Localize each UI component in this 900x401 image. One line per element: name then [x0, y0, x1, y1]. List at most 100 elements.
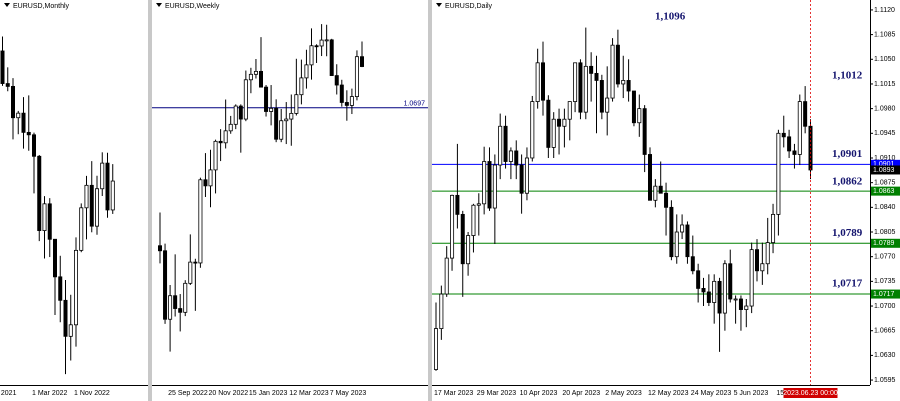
x-tick-label: 1 Mar 2022: [32, 390, 68, 397]
candle-body: [294, 94, 299, 114]
price-label: 1.0789: [873, 240, 895, 247]
candle-body: [299, 77, 304, 96]
x-tick-label: Jul 2021: [0, 390, 17, 397]
candle-body: [284, 118, 289, 122]
candle-body: [621, 80, 626, 85]
candle-body: [776, 132, 781, 215]
chart-title: EURUSD,Weekly: [165, 3, 220, 10]
menu-icon[interactable]: [156, 3, 162, 7]
x-tick-label: 7 May 2023: [330, 390, 367, 397]
overlay: EURUSD,Monthly Jul 2021 1 Mar 2022 1 Nov 20…: [0, 3, 900, 398]
candle-body: [84, 184, 89, 209]
candle-body: [269, 107, 274, 112]
candle-body: [79, 207, 84, 251]
candle-body: [685, 224, 690, 258]
candle-body: [578, 62, 583, 113]
candle-body: [765, 242, 770, 265]
candle-body: [498, 125, 503, 166]
candle-body: [787, 136, 792, 152]
candle-body: [279, 120, 284, 140]
price-label: 1.0717: [873, 291, 895, 298]
x-tick-label: 10 Apr 2023: [520, 390, 558, 397]
menu-icon[interactable]: [436, 3, 442, 7]
candle-body: [648, 154, 653, 201]
candle-body: [722, 263, 727, 314]
candle-body: [314, 45, 319, 48]
candle-body: [243, 79, 248, 120]
candle-body: [319, 39, 324, 47]
candle-body: [89, 184, 94, 227]
candle-body: [213, 140, 218, 171]
x-tick-label: 15 Jan 2023: [249, 390, 288, 397]
candle-body: [653, 185, 658, 201]
candle-body: [701, 288, 706, 293]
panel-monthly: [0, 36, 115, 375]
level-annotation: 1,0901: [832, 148, 862, 160]
separator: [148, 0, 152, 401]
candle-body: [433, 328, 438, 370]
candle-body: [524, 157, 529, 194]
candle-body: [10, 86, 15, 119]
level-annotation: 1,0789: [832, 227, 863, 239]
candle-body: [349, 96, 354, 106]
candle-body: [444, 257, 449, 295]
candle-body: [354, 56, 359, 97]
candle-body: [626, 80, 631, 92]
y-tick-label: 1.1120: [874, 7, 895, 14]
x-tick-label: 5 Jun 2023: [734, 390, 769, 397]
x-tick-label: 25 Sep 2022: [168, 390, 208, 397]
y-tick-label: 1.0630: [874, 352, 896, 359]
candle-body: [168, 295, 173, 320]
level-annotation: 1,1096: [655, 10, 686, 22]
menu-icon[interactable]: [4, 3, 10, 7]
candle-body: [466, 235, 471, 265]
y-tick-label: 1.0700: [874, 303, 896, 310]
separator: [428, 0, 432, 401]
candle-body: [669, 206, 674, 258]
candle-body: [203, 179, 208, 187]
candle-body: [706, 291, 711, 303]
y-tick-label: 1.0910: [874, 155, 896, 162]
price-label: 1.0863: [873, 188, 895, 195]
candle-body: [803, 101, 808, 127]
y-tick-label: 1.0840: [874, 204, 896, 211]
y-tick-label: 1.0770: [874, 254, 896, 261]
candle-body: [334, 75, 339, 86]
candle-body: [178, 308, 183, 313]
y-tick-label: 1.0665: [874, 328, 896, 335]
y-tick-label: 1.1050: [874, 56, 896, 63]
candle-body: [53, 238, 58, 278]
x-tick-label: 12 May 2023: [648, 390, 689, 397]
candle-body: [450, 194, 455, 259]
candle-body: [218, 140, 223, 144]
candle-body: [439, 293, 444, 329]
price-label: 1.0893: [873, 167, 895, 174]
candle-body: [599, 80, 604, 113]
candle-body: [508, 150, 513, 162]
candle-body: [198, 179, 203, 264]
candle-body: [455, 194, 460, 215]
candle-body: [5, 83, 10, 87]
candle-body: [680, 224, 685, 233]
candle-body: [541, 62, 546, 101]
candle-body: [68, 324, 73, 337]
price-label: 1.0901: [873, 161, 895, 168]
candle-body: [482, 161, 487, 205]
candle-body: [519, 164, 524, 194]
candle-body: [637, 108, 642, 124]
level-annotation: 1,0717: [832, 278, 863, 290]
candle-body: [110, 180, 115, 211]
candle-body: [589, 65, 594, 74]
candle-body: [47, 203, 52, 240]
candle-body: [16, 112, 21, 119]
y-tick-label: 1.0980: [874, 105, 896, 112]
candle-body: [631, 90, 636, 124]
candle-body: [755, 249, 760, 272]
candle-body: [100, 162, 105, 190]
candle-body: [233, 105, 238, 125]
candle-body: [738, 298, 743, 310]
y-tick-label: 1.0735: [874, 278, 896, 285]
candle-body: [359, 56, 364, 67]
candle-body: [583, 65, 588, 113]
